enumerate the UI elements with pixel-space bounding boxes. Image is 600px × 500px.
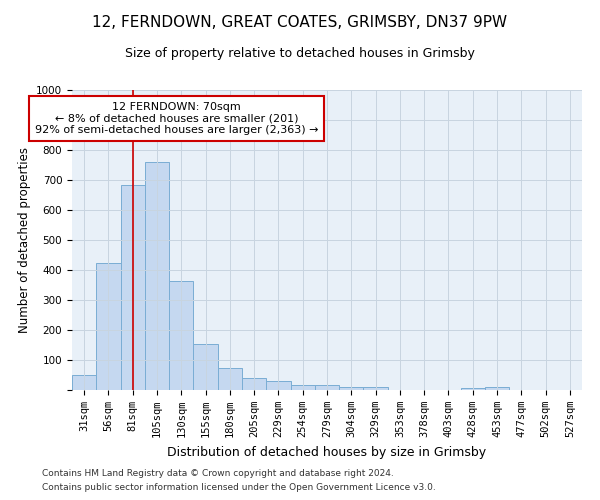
Text: Contains public sector information licensed under the Open Government Licence v3: Contains public sector information licen…: [42, 484, 436, 492]
Text: 12 FERNDOWN: 70sqm
← 8% of detached houses are smaller (201)
92% of semi-detache: 12 FERNDOWN: 70sqm ← 8% of detached hous…: [35, 102, 318, 135]
Text: 12, FERNDOWN, GREAT COATES, GRIMSBY, DN37 9PW: 12, FERNDOWN, GREAT COATES, GRIMSBY, DN3…: [92, 15, 508, 30]
Bar: [145, 162, 169, 390]
Bar: [266, 381, 290, 390]
Bar: [290, 384, 315, 390]
Bar: [485, 387, 509, 390]
Y-axis label: Number of detached properties: Number of detached properties: [17, 147, 31, 333]
Bar: [218, 368, 242, 390]
Text: Size of property relative to detached houses in Grimsby: Size of property relative to detached ho…: [125, 48, 475, 60]
Bar: [339, 387, 364, 390]
Bar: [364, 387, 388, 390]
Bar: [169, 280, 193, 390]
Bar: [315, 384, 339, 390]
Bar: [242, 378, 266, 390]
Bar: [461, 388, 485, 390]
Bar: [193, 344, 218, 390]
Bar: [121, 184, 145, 390]
Bar: [72, 375, 96, 390]
Text: Contains HM Land Registry data © Crown copyright and database right 2024.: Contains HM Land Registry data © Crown c…: [42, 468, 394, 477]
X-axis label: Distribution of detached houses by size in Grimsby: Distribution of detached houses by size …: [167, 446, 487, 458]
Bar: [96, 262, 121, 390]
